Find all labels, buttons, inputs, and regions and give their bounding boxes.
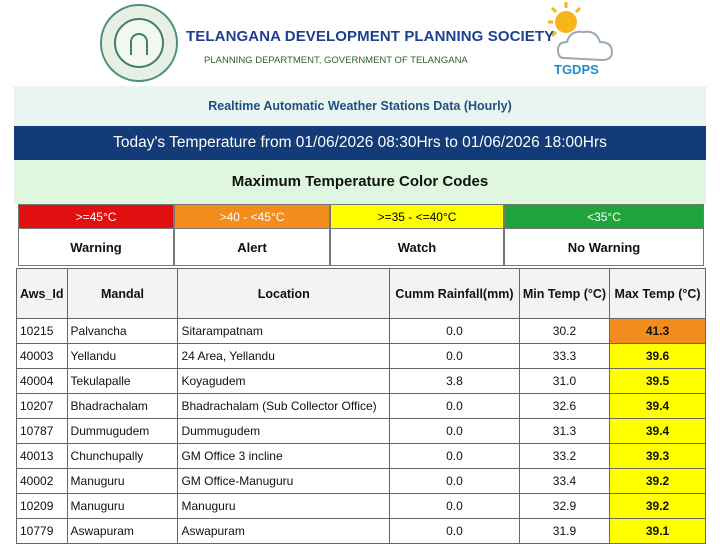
color-code-range: <35°C <box>504 204 704 229</box>
cell-max-temp: 39.4 <box>609 393 706 419</box>
column-header-aws-id: Aws_Id <box>16 268 68 319</box>
cell-min-temp: 33.4 <box>518 468 611 494</box>
color-code-item: >40 - <45°C Alert <box>174 204 330 266</box>
government-emblem-icon <box>100 4 178 82</box>
cell-location: 24 Area, Yellandu <box>177 343 391 369</box>
table-row: 40003 Yellandu 24 Area, Yellandu 0.0 33.3 39.… <box>16 343 706 369</box>
cell-location: GM Office-Manuguru <box>177 468 391 494</box>
realtime-heading: Realtime Automatic Weather Stations Data… <box>14 86 706 126</box>
cell-aws-id: 40013 <box>16 443 68 469</box>
site-header: TELANGANA DEVELOPMENT PLANNING SOCIETY P… <box>14 0 706 86</box>
cell-rainfall: 0.0 <box>389 318 520 344</box>
cell-max-temp: 39.5 <box>609 368 706 394</box>
page: TELANGANA DEVELOPMENT PLANNING SOCIETY P… <box>14 0 706 544</box>
cell-max-temp: 39.6 <box>609 343 706 369</box>
table-row: 40013 Chunchupally GM Office 3 incline 0.0 3… <box>16 443 706 469</box>
cell-min-temp: 33.3 <box>518 343 611 369</box>
cell-location: Bhadrachalam (Sub Collector Office) <box>177 393 391 419</box>
cell-mandal: Dummugudem <box>66 418 179 444</box>
cell-mandal: Bhadrachalam <box>66 393 179 419</box>
cell-max-temp: 39.2 <box>609 468 706 494</box>
cell-rainfall: 0.0 <box>389 393 520 419</box>
cell-rainfall: 0.0 <box>389 443 520 469</box>
table-header-row: Aws_Id Mandal Location Cumm Rainfall(mm)… <box>16 268 706 319</box>
site-title: TELANGANA DEVELOPMENT PLANNING SOCIETY <box>186 28 555 45</box>
cell-aws-id: 40004 <box>16 368 68 394</box>
site-subtitle: PLANNING DEPARTMENT, GOVERNMENT OF TELAN… <box>204 55 468 66</box>
table-row: 10207 Bhadrachalam Bhadrachalam (Sub Colle… <box>16 393 706 419</box>
cell-rainfall: 0.0 <box>389 468 520 494</box>
cell-min-temp: 31.0 <box>518 368 611 394</box>
weather-station-table: Aws_Id Mandal Location Cumm Rainfall(mm)… <box>16 268 706 544</box>
cell-min-temp: 31.3 <box>518 418 611 444</box>
table-row: 10215 Palvancha Sitarampatnam 0.0 30.2 41.3 <box>16 318 706 344</box>
cell-mandal: Chunchupally <box>66 443 179 469</box>
cell-mandal: Tekulapalle <box>66 368 179 394</box>
cell-mandal: Yellandu <box>66 343 179 369</box>
cell-location: Dummugudem <box>177 418 391 444</box>
cell-min-temp: 30.2 <box>518 318 611 344</box>
cell-location: Sitarampatnam <box>177 318 391 344</box>
color-codes-heading: Maximum Temperature Color Codes <box>14 160 706 204</box>
cell-mandal: Manuguru <box>66 493 179 519</box>
color-code-item: >=35 - <=40°C Watch <box>330 204 504 266</box>
cell-location: GM Office 3 incline <box>177 443 391 469</box>
column-header-max-temp: Max Temp (°C) <box>609 268 706 319</box>
cell-rainfall: 0.0 <box>389 418 520 444</box>
cell-location: Manuguru <box>177 493 391 519</box>
cell-location: Koyagudem <box>177 368 391 394</box>
cell-aws-id: 40002 <box>16 468 68 494</box>
table-row: 10787 Dummugudem Dummugudem 0.0 31.3 39.4 <box>16 418 706 444</box>
cell-rainfall: 3.8 <box>389 368 520 394</box>
weather-cloud-sun-icon <box>548 2 614 62</box>
column-header-mandal: Mandal <box>66 268 179 319</box>
cell-aws-id: 10787 <box>16 418 68 444</box>
column-header-rainfall: Cumm Rainfall(mm) <box>389 268 520 319</box>
cell-rainfall: 0.0 <box>389 343 520 369</box>
table-row: 40004 Tekulapalle Koyagudem 3.8 31.0 39.5 <box>16 368 706 394</box>
cell-max-temp: 39.2 <box>609 493 706 519</box>
cell-min-temp: 32.6 <box>518 393 611 419</box>
cell-mandal: Manuguru <box>66 468 179 494</box>
table-row: 10209 Manuguru Manuguru 0.0 32.9 39.2 <box>16 493 706 519</box>
color-code-range: >=35 - <=40°C <box>330 204 504 229</box>
cell-aws-id: 10209 <box>16 493 68 519</box>
color-code-item: <35°C No Warning <box>504 204 704 266</box>
cell-aws-id: 10215 <box>16 318 68 344</box>
color-code-label: Alert <box>174 229 330 266</box>
tgdps-logo-text: TGDPS <box>554 62 599 77</box>
cell-min-temp: 33.2 <box>518 443 611 469</box>
cell-mandal: Palvancha <box>66 318 179 344</box>
cell-aws-id: 40003 <box>16 343 68 369</box>
color-code-label: No Warning <box>504 229 704 266</box>
color-code-range: >40 - <45°C <box>174 204 330 229</box>
color-code-range: >=45°C <box>18 204 174 229</box>
table-row: 40002 Manuguru GM Office-Manuguru 0.0 33.4 39… <box>16 468 706 494</box>
temperature-period-heading: Today's Temperature from 01/06/2026 08:3… <box>14 126 706 160</box>
cell-max-temp: 39.3 <box>609 443 706 469</box>
table-body: 10215 Palvancha Sitarampatnam 0.0 30.2 41.3 40… <box>16 318 706 544</box>
color-code-item: >=45°C Warning <box>18 204 174 266</box>
cell-aws-id: 10207 <box>16 393 68 419</box>
cell-max-temp: 39.4 <box>609 418 706 444</box>
color-code-legend: >=45°C Warning >40 - <45°C Alert >=35 - <=40… <box>18 204 704 266</box>
cell-rainfall: 0.0 <box>389 493 520 519</box>
column-header-min-temp: Min Temp (°C) <box>518 268 611 319</box>
color-code-label: Watch <box>330 229 504 266</box>
column-header-location: Location <box>177 268 391 319</box>
cell-max-temp: 41.3 <box>609 318 706 344</box>
cell-min-temp: 32.9 <box>518 493 611 519</box>
color-code-label: Warning <box>18 229 174 266</box>
